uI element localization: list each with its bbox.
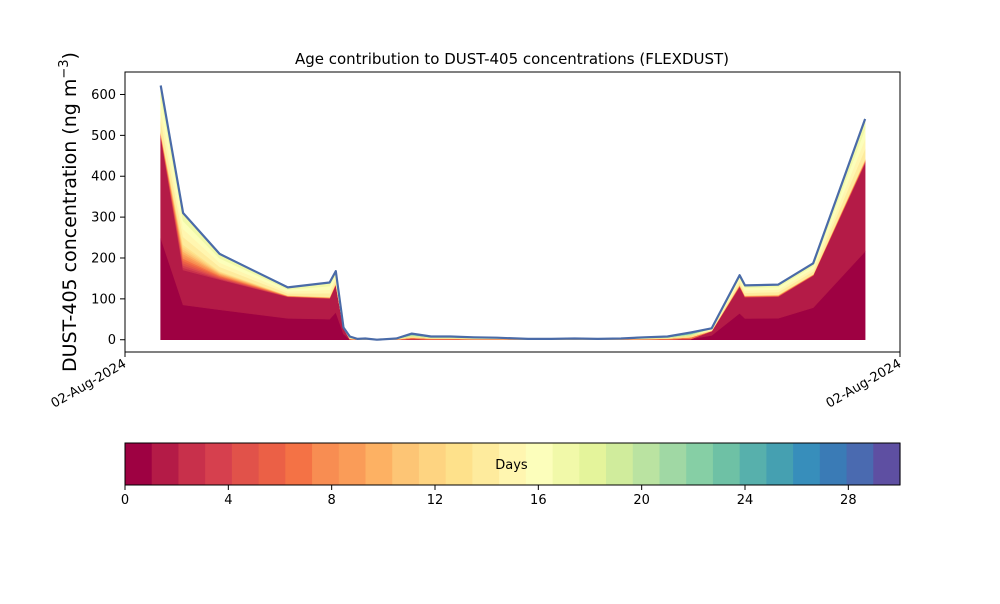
colorbar-segment-28 xyxy=(873,443,901,485)
colorbar: 0 4 8 12 16 20 24 28 Days xyxy=(121,442,901,508)
colorbar-tick-label-8: 8 xyxy=(328,493,336,508)
colorbar-segment-23 xyxy=(739,443,767,485)
colorbar-tick-label-16: 16 xyxy=(530,493,547,508)
x-tick-label-1: 02-Aug-2024 xyxy=(824,356,904,411)
y-tick-label-200: 200 xyxy=(91,251,116,266)
colorbar-segment-2 xyxy=(178,443,206,485)
colorbar-segment-6 xyxy=(285,443,313,485)
total-line-group xyxy=(159,85,867,341)
age-layer-1 xyxy=(160,136,866,341)
colorbar-segment-19 xyxy=(632,443,661,485)
colorbar-segment-18 xyxy=(606,443,634,485)
plot-frame xyxy=(124,71,901,353)
colorbar-segment-20 xyxy=(659,443,687,485)
y-axis: 0 100 200 300 400 500 600 xyxy=(91,88,125,348)
colorbar-segment-5 xyxy=(258,443,286,485)
colorbar-segment-25 xyxy=(793,443,821,485)
colorbar-label: Days xyxy=(495,458,528,473)
y-axis-label-superscript: −3 xyxy=(57,59,72,78)
colorbar-segment-7 xyxy=(312,443,340,485)
chart-title: Age contribution to DUST-405 concentrati… xyxy=(295,50,729,68)
colorbar-segment-4 xyxy=(231,443,260,485)
colorbar-tick-label-28: 28 xyxy=(840,493,857,508)
age-area-layers xyxy=(160,85,866,341)
y-tick-label-0: 0 xyxy=(108,333,116,348)
colorbar-segment-14 xyxy=(499,443,527,485)
y-tick-label-300: 300 xyxy=(91,211,116,226)
y-axis-label-main: DUST-405 concentration (ng m xyxy=(59,79,81,372)
colorbar-segment-1 xyxy=(151,443,180,485)
colorbar-segment-16 xyxy=(552,443,580,485)
colorbar-segment-27 xyxy=(846,443,874,485)
colorbar-tick-label-0: 0 xyxy=(121,493,129,508)
colorbar-segment-0 xyxy=(125,443,153,485)
colorbar-tick-label-12: 12 xyxy=(427,493,444,508)
y-tick-label-500: 500 xyxy=(91,129,116,144)
colorbar-segment-22 xyxy=(712,443,741,485)
colorbar-segment-24 xyxy=(766,443,794,485)
y-tick-label-600: 600 xyxy=(91,88,116,103)
x-axis: 02-Aug-2024 02-Aug-2024 xyxy=(49,352,904,412)
colorbar-segment-3 xyxy=(205,443,233,485)
colorbar-segment-13 xyxy=(472,443,500,485)
colorbar-segment-10 xyxy=(392,443,420,485)
colorbar-segment-21 xyxy=(686,443,714,485)
colorbar-tick-label-24: 24 xyxy=(737,493,754,508)
colorbar-tick-label-20: 20 xyxy=(633,493,650,508)
y-axis-label-close: ) xyxy=(59,52,81,59)
y-tick-label-100: 100 xyxy=(91,292,116,307)
colorbar-frame xyxy=(124,442,901,486)
colorbar-segment-8 xyxy=(338,443,367,485)
colorbar-segment-11 xyxy=(418,443,447,485)
y-tick-label-400: 400 xyxy=(91,170,116,185)
y-axis-label: DUST-405 concentration (ng m−3) xyxy=(57,52,81,372)
total-concentration-line xyxy=(159,85,867,341)
colorbar-segment-12 xyxy=(445,443,474,485)
colorbar-segment-17 xyxy=(579,443,607,485)
colorbar-segment-15 xyxy=(525,443,554,485)
colorbar-tick-label-4: 4 xyxy=(224,493,232,508)
colorbar-segment-9 xyxy=(365,443,393,485)
colorbar-segment-26 xyxy=(819,443,848,485)
